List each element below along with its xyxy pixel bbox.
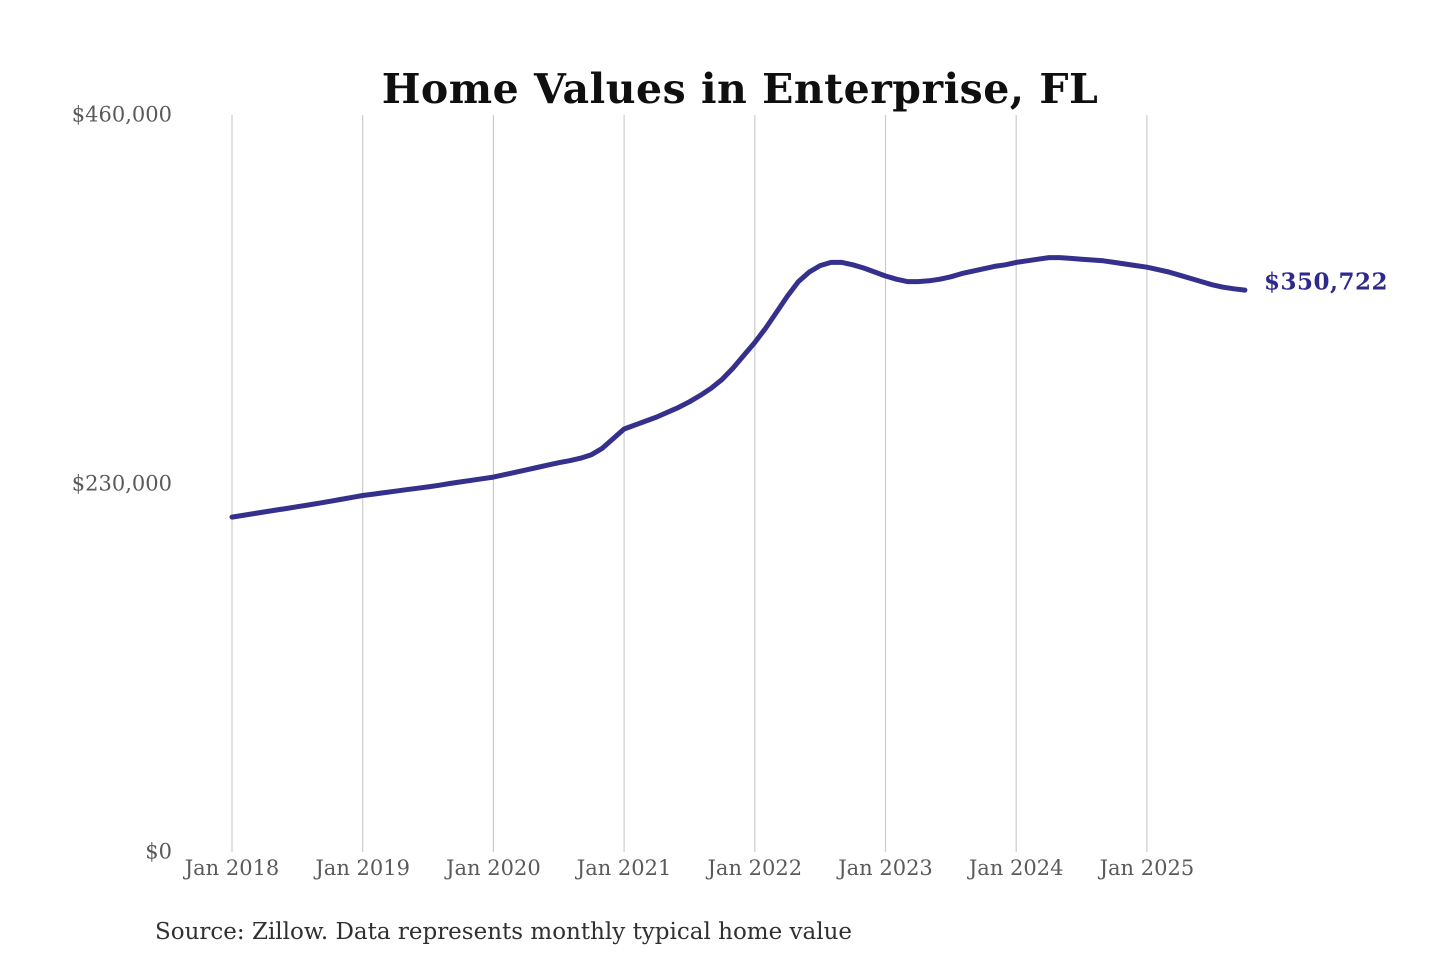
x-axis-tick-label: Jan 2023 <box>838 856 933 880</box>
y-axis-tick-label: $460,000 <box>71 102 172 127</box>
y-axis-tick-label: $230,000 <box>71 470 172 495</box>
chart-title: Home Values in Enterprise, FL <box>381 65 1099 114</box>
x-axis-tick-label: Jan 2024 <box>968 856 1064 880</box>
x-axis-tick-label: Jan 2018 <box>184 856 280 880</box>
x-axis-tick-label: Jan 2025 <box>1099 856 1195 880</box>
source-note: Source: Zillow. Data represents monthly … <box>155 919 853 945</box>
home-value-line <box>229 255 1248 520</box>
x-axis-tick-label: Jan 2019 <box>315 856 410 880</box>
x-axis: Jan 2018 Jan 2019 Jan 2020 Jan 2021 Jan 2022… <box>0 856 1440 890</box>
x-axis-tick-label: Jan 2021 <box>576 856 672 880</box>
final-value-label: $350,722 <box>1264 268 1389 296</box>
x-axis-tick-label: Jan 2020 <box>446 856 541 880</box>
x-axis-tick-label: Jan 2022 <box>707 856 803 880</box>
y-axis-tick-label: $0 <box>145 839 172 864</box>
